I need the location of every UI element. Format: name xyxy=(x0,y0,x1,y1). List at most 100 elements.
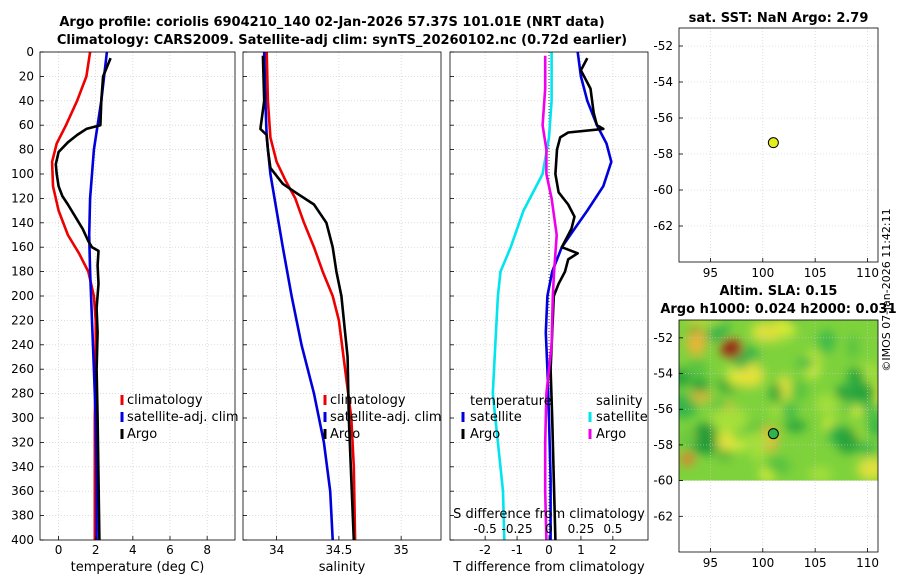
x-tick-label: 105 xyxy=(804,266,827,280)
sla-blob xyxy=(709,399,728,410)
x-tick-label: 8 xyxy=(203,543,211,557)
s-tick-label: 0 xyxy=(545,522,553,536)
sla-map-title-line2: Argo h1000: 0.024 h2000: 0.031 xyxy=(660,302,896,317)
legend-left-title: temperature xyxy=(470,394,552,409)
sla-high-core xyxy=(725,343,738,354)
sla-blob xyxy=(782,402,797,420)
salinity-x-axis-label: salinity xyxy=(319,560,366,575)
y-tick-label: 380 xyxy=(11,509,34,523)
legend-label: satellite xyxy=(470,410,522,425)
s-tick-label: 0.5 xyxy=(603,522,622,536)
y-tick-label: 340 xyxy=(11,460,34,474)
sla-blob xyxy=(868,414,878,437)
y-tick-label: 80 xyxy=(19,143,34,157)
sla-blob xyxy=(775,322,798,335)
sla-blob xyxy=(769,383,782,405)
series-line xyxy=(54,57,112,541)
y-tick-label: -58 xyxy=(653,438,673,452)
y-tick-label: -54 xyxy=(653,75,673,89)
series-line xyxy=(50,51,97,540)
legend-right-title: salinity xyxy=(596,394,643,409)
sla-blob xyxy=(709,407,740,435)
y-tick-label: 60 xyxy=(19,118,34,132)
difference-x-axis-label: T difference from climatology xyxy=(452,560,645,575)
sla-blob xyxy=(847,368,865,383)
sla-blob xyxy=(749,445,766,462)
x-tick-label: 34 xyxy=(269,543,284,557)
x-tick-label: 34.5 xyxy=(326,543,353,557)
y-tick-label: -56 xyxy=(653,111,673,125)
x-tick-label: 110 xyxy=(856,556,879,570)
y-tick-label: 180 xyxy=(11,265,34,279)
s-difference-axis-label: S difference from climatology xyxy=(453,507,645,522)
y-tick-label: -60 xyxy=(653,183,673,197)
series-line xyxy=(259,55,356,541)
x-tick-label: -1 xyxy=(511,543,523,557)
sla-blob xyxy=(818,329,836,354)
sst-map-plot-area xyxy=(679,28,878,262)
s-tick-label: -0.25 xyxy=(502,522,533,536)
sla-blob xyxy=(693,422,718,450)
sla-blob xyxy=(788,380,809,401)
y-tick-label: -56 xyxy=(653,402,673,416)
sla-blob xyxy=(765,456,792,475)
figure-title-line1: Argo profile: coriolis 6904210_140 02-Ja… xyxy=(59,15,604,30)
y-tick-label: 280 xyxy=(11,387,34,401)
sla-map-title-line1: Altim. SLA: 0.15 xyxy=(720,284,838,299)
sla-blob xyxy=(733,363,765,389)
legend-label: satellite xyxy=(596,410,648,425)
sla-blob xyxy=(836,427,860,454)
panel-sst-map: 95 100 105 110 -52 -54 -56 -58 -60 -62 sat. SST: N… xyxy=(653,11,879,280)
x-tick-label: 6 xyxy=(166,543,174,557)
s-tick-label: -0.5 xyxy=(473,522,496,536)
legend-label: Argo xyxy=(470,427,500,442)
y-tick-label: -60 xyxy=(653,474,673,488)
sst-map-title: sat. SST: NaN Argo: 2.79 xyxy=(689,11,869,26)
sla-blob xyxy=(857,443,878,455)
legend-label: Argo xyxy=(596,427,626,442)
legend-label: climatology xyxy=(127,393,203,408)
x-tick-label: 2 xyxy=(92,543,100,557)
y-tick-label: 300 xyxy=(11,411,34,425)
series-line xyxy=(491,52,553,541)
sla-blob xyxy=(796,357,816,369)
argo-float-marker xyxy=(767,428,779,440)
x-tick-label: 35 xyxy=(394,543,409,557)
y-tick-label: -52 xyxy=(653,39,673,53)
sla-blob xyxy=(807,466,833,481)
credit-stamp: ©IMOS 07-Jan-2026 11:42:11 xyxy=(880,208,893,371)
x-tick-label: 95 xyxy=(703,266,718,280)
panel-salinity: 34 34.5 35 salinity climatology satellite-adj… xyxy=(242,51,442,575)
y-tick-label: 40 xyxy=(19,94,34,108)
x-tick-label: 100 xyxy=(751,556,774,570)
sla-blob xyxy=(850,404,864,418)
y-tick-label: -52 xyxy=(653,331,673,345)
x-tick-label: 110 xyxy=(856,266,879,280)
x-tick-label: 0 xyxy=(55,543,63,557)
y-tick-label: 360 xyxy=(11,484,34,498)
y-tick-label: 140 xyxy=(11,216,34,230)
y-tick-label: 100 xyxy=(11,167,34,181)
y-tick-label: -62 xyxy=(653,509,673,523)
y-tick-label: 120 xyxy=(11,191,34,205)
panel-difference: -2 -1 0 1 2 T difference from climatology temp… xyxy=(449,51,649,575)
sla-blob xyxy=(784,420,807,432)
y-tick-label: 20 xyxy=(19,69,34,83)
x-tick-label: 2 xyxy=(609,543,617,557)
sla-blob xyxy=(743,431,771,451)
y-tick-label: 160 xyxy=(11,240,34,254)
x-tick-label: 0 xyxy=(545,543,553,557)
sla-blob xyxy=(686,357,707,381)
legend-label: satellite-adj. clim xyxy=(127,410,239,425)
x-tick-label: 4 xyxy=(129,543,137,557)
legend-label: satellite-adj. clim xyxy=(330,410,442,425)
x-tick-label: 100 xyxy=(751,266,774,280)
y-tick-label: 400 xyxy=(11,533,34,547)
x-tick-label: 95 xyxy=(703,556,718,570)
sla-blob xyxy=(815,394,839,416)
legend-label: Argo xyxy=(127,427,157,442)
legend-label: Argo xyxy=(330,427,360,442)
sla-blob-orange xyxy=(680,452,695,467)
panel-sla-map: 95 100 105 110 -52 -54 -56 -58 -60 -62 Altim. SLA:… xyxy=(653,284,896,570)
